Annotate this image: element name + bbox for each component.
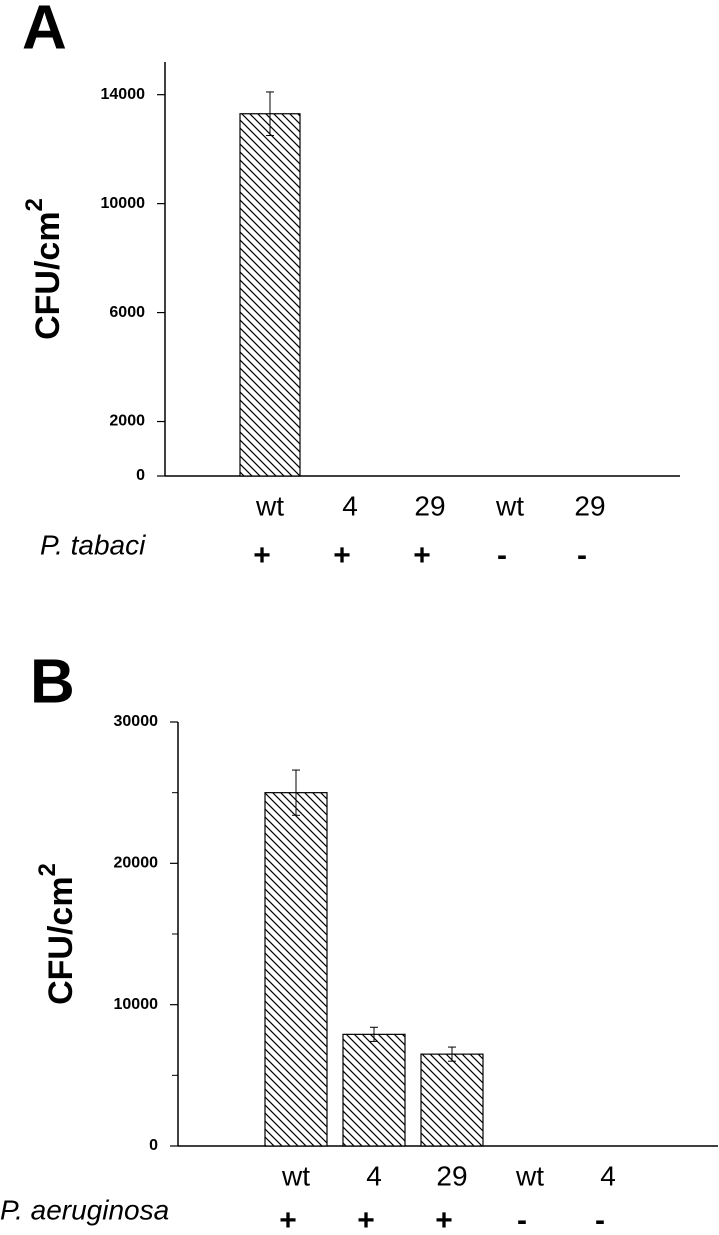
x-tick-label: 4 — [600, 1160, 616, 1191]
treatment-sign: + — [333, 539, 351, 572]
error-bar — [266, 91, 274, 137]
y-axis-label: CFU/cm2 — [34, 863, 80, 1005]
x-tick-label: wt — [255, 490, 284, 521]
x-tick-label: wt — [515, 1160, 544, 1191]
bar — [264, 792, 328, 1147]
x-tick-label: 29 — [436, 1160, 467, 1191]
x-tick-label: 29 — [574, 490, 605, 521]
panel-label: B — [30, 647, 75, 716]
treatment-sign: - — [497, 539, 507, 572]
x-tick-label: 29 — [414, 490, 445, 521]
bar — [342, 1033, 406, 1147]
treatment-sign: - — [517, 1204, 527, 1235]
y-axis-label-text: CFU/cm — [42, 876, 80, 1004]
error-bar — [292, 769, 300, 816]
bar — [239, 113, 301, 477]
treatment-sign: + — [357, 1204, 375, 1235]
x-tick-label: 4 — [342, 490, 358, 521]
treatment-sign: - — [595, 1204, 605, 1235]
treatment-sign: + — [435, 1204, 453, 1235]
error-bar — [448, 1046, 456, 1062]
y-tick-label: 14000 — [101, 86, 146, 103]
y-axis-label: CFU/cm2 — [21, 198, 67, 340]
treatment-sign: - — [577, 539, 587, 572]
x-tick-label: wt — [495, 490, 524, 521]
x-tick-label: 4 — [366, 1160, 382, 1191]
treatment-sign: + — [279, 1204, 297, 1235]
row-label: P. tabaci — [40, 529, 146, 560]
y-tick-label: 2000 — [109, 413, 145, 430]
treatment-sign: + — [413, 539, 431, 572]
x-tick-label: wt — [281, 1160, 310, 1191]
y-axis-label-text: CFU/cm — [29, 211, 67, 339]
treatment-sign: + — [253, 539, 271, 572]
y-tick-label: 0 — [136, 467, 145, 484]
bar — [420, 1053, 484, 1147]
y-axis-label-sup: 2 — [21, 198, 48, 211]
y-tick-label: 6000 — [109, 304, 145, 321]
y-axis-label-sup: 2 — [34, 863, 61, 876]
error-bar — [370, 1026, 378, 1042]
row-label: P. aeruginosa — [0, 1194, 169, 1225]
y-tick-label: 10000 — [114, 996, 159, 1013]
y-tick-label: 20000 — [114, 855, 159, 872]
y-tick-label: 10000 — [101, 195, 146, 212]
y-tick-label: 0 — [149, 1137, 158, 1154]
y-tick-label: 30000 — [114, 713, 159, 730]
panel-label: A — [22, 0, 67, 62]
